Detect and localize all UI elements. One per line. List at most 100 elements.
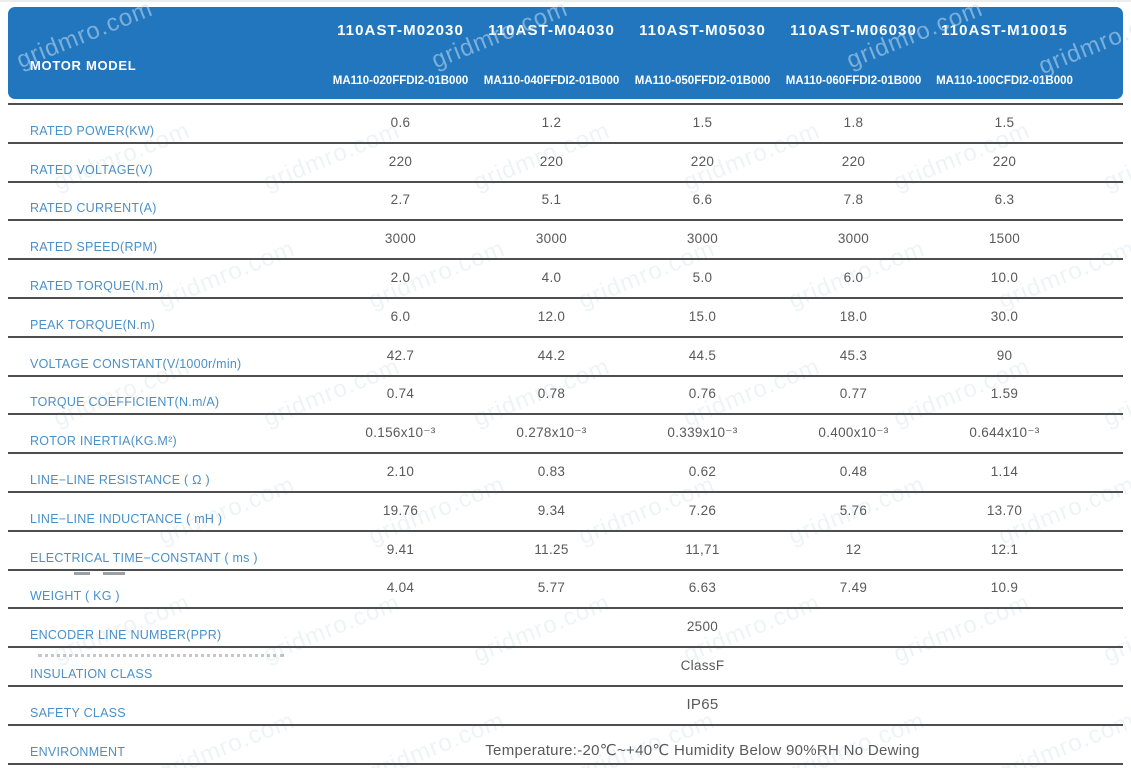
row-label: ENCODER LINE NUMBER(PPR) (30, 628, 222, 643)
spec-value-span: 2500 (686, 619, 719, 635)
spec-value: 4.0 (541, 270, 562, 286)
model-number: 110AST-M05030 (639, 22, 766, 39)
motor-model-label: MOTOR MODEL (30, 58, 137, 73)
row-label: PEAK TORQUE(N.m) (30, 317, 156, 332)
model-number: 110AST-M06030 (790, 22, 917, 39)
spec-row: ENVIRONMENT Temperature:-20℃~+40℃ Humidit… (8, 726, 1123, 765)
spec-value: 44.2 (537, 347, 566, 363)
spec-value: 5.1 (541, 192, 562, 208)
spec-row: LINE−LINE INDUCTANCE ( mH ) 19.76 9.34 7.26… (8, 493, 1123, 532)
spec-value: 18.0 (839, 308, 868, 324)
row-label: LINE−LINE INDUCTANCE ( mH ) (30, 511, 223, 526)
spec-row: LINE−LINE RESISTANCE ( Ω ) 2.10 0.83 0.62 0.… (8, 454, 1123, 493)
spec-value-span: IP65 (686, 695, 719, 713)
row-label: ELECTRICAL TIME−CONSTANT ( ms ) (30, 550, 258, 565)
row-label: RATED VOLTAGE(V) (30, 162, 153, 177)
spec-value: 15.0 (688, 308, 717, 324)
spec-value-span: ClassF (680, 658, 725, 674)
spec-value: 90 (996, 347, 1013, 363)
spec-row: RATED TORQUE(N.m) 2.0 4.0 5.0 6.0 10.0 (8, 260, 1123, 299)
row-label: ROTOR INERTIA(KG.M²) (30, 434, 177, 449)
part-number: MA110-100CFDI2-01B000 (936, 75, 1073, 87)
spec-row: ROTOR INERTIA(KG.M²) 0.156x10⁻³ 0.278x10⁻³… (8, 415, 1123, 455)
spec-value: 19.76 (382, 502, 419, 518)
motor-model-cell: MOTOR MODEL (8, 7, 325, 99)
spec-value: 1.14 (990, 464, 1019, 480)
spec-row: RATED VOLTAGE(V) 220 220 220 220 220 (8, 144, 1123, 183)
spec-value: 1.2 (541, 114, 562, 130)
row-label: RATED TORQUE(N.m) (30, 278, 164, 293)
spec-value: 44.5 (688, 347, 717, 363)
spec-value: 2.0 (390, 270, 411, 286)
spec-value: 220 (690, 153, 715, 169)
spec-value: 5.0 (692, 270, 713, 286)
spec-value: 1.5 (994, 114, 1015, 130)
spec-value: 12 (845, 541, 862, 557)
row-label: SAFETY CLASS (30, 705, 126, 720)
part-number: MA110-020FFDI2-01B000 (332, 75, 469, 87)
spec-row: ELECTRICAL TIME−CONSTANT ( ms ) 9.41 11.25… (8, 532, 1123, 571)
part-number: MA110-050FFDI2-01B000 (634, 75, 771, 87)
spec-value: 4.04 (386, 580, 415, 596)
spec-value: 3000 (535, 231, 568, 247)
row-label: ENVIRONMENT (30, 744, 126, 759)
spec-row: TORQUE COEFFICIENT(N.m/A) 0.74 0.78 0.76 0.7… (8, 377, 1123, 416)
spec-value: 1.5 (692, 114, 713, 130)
spec-value: 0.278x10⁻³ (516, 424, 587, 440)
spec-value: 1.8 (843, 114, 864, 130)
row-label: INSULATION CLASS (30, 666, 153, 681)
spec-value: 220 (388, 153, 413, 169)
spec-value: 3000 (384, 231, 417, 247)
erased-text-artifact (38, 654, 284, 657)
spec-row: RATED SPEED(RPM) 3000 3000 3000 3000 1500 (8, 221, 1123, 261)
part-number: MA110-060FFDI2-01B000 (785, 75, 922, 87)
spec-row: PEAK TORQUE(N.m) 6.0 12.0 15.0 18.0 30.0 (8, 299, 1123, 338)
spec-value: 10.9 (990, 580, 1019, 596)
spec-value: 0.77 (839, 386, 868, 402)
part-number: MA110-040FFDI2-01B000 (483, 75, 620, 87)
spec-value: 7.8 (843, 192, 864, 208)
spec-value: 0.156x10⁻³ (365, 424, 436, 440)
spec-value: 3000 (837, 231, 870, 247)
spec-row: RATED CURRENT(A) 2.7 5.1 6.6 7.8 6.3 (8, 183, 1123, 222)
erased-text-artifact (74, 572, 90, 575)
spec-value: 220 (539, 153, 564, 169)
spec-value: 9.34 (537, 502, 566, 518)
spec-value: 6.6 (692, 192, 713, 208)
spec-value: 5.76 (839, 502, 868, 518)
spec-value: 6.0 (390, 308, 411, 324)
erased-text-artifact (103, 572, 125, 575)
spec-value: 6.0 (843, 270, 864, 286)
spec-value: 6.63 (688, 580, 717, 596)
spec-value: 6.3 (994, 192, 1015, 208)
spec-row: VOLTAGE CONSTANT(V/1000r/min) 42.7 44.2 44.… (8, 338, 1123, 377)
spec-value: 42.7 (386, 347, 415, 363)
spec-value: 3000 (686, 231, 719, 247)
spec-value: 30.0 (990, 308, 1019, 324)
spec-value: 5.77 (537, 580, 566, 596)
spec-value: 11.25 (534, 541, 569, 557)
header-column-3: 110AST-M05030 MA110-050FFDI2-01B000 (627, 7, 778, 99)
spec-row: INSULATION CLASS ClassF (8, 648, 1123, 687)
model-number: 110AST-M04030 (488, 22, 615, 39)
spec-value: 0.62 (688, 464, 717, 480)
spec-value: 2.10 (386, 464, 415, 480)
row-label: RATED POWER(KW) (30, 123, 155, 138)
spec-row: SAFETY CLASS IP65 (8, 687, 1123, 726)
spec-row: WEIGHT ( KG ) 4.04 5.77 6.63 7.49 10.9 (8, 571, 1123, 610)
model-number: 110AST-M10015 (941, 22, 1068, 39)
spec-value: 45.3 (839, 347, 868, 363)
row-label: LINE−LINE RESISTANCE ( Ω ) (30, 472, 210, 487)
header-column-1: 110AST-M02030 MA110-020FFDI2-01B000 (325, 7, 476, 99)
spec-row: RATED POWER(KW) 0.6 1.2 1.5 1.8 1.5 (8, 105, 1123, 144)
spec-value: 220 (841, 153, 866, 169)
spec-value: 0.339x10⁻³ (667, 424, 738, 440)
header-column-5: 110AST-M10015 MA110-100CFDI2-01B000 (929, 7, 1080, 99)
row-label: TORQUE COEFFICIENT(N.m/A) (30, 395, 220, 410)
spec-row: ENCODER LINE NUMBER(PPR) 2500 (8, 609, 1123, 649)
spec-value: 1.59 (990, 386, 1019, 402)
header-column-2: 110AST-M04030 MA110-040FFDI2-01B000 (476, 7, 627, 99)
spec-value: 0.83 (537, 464, 566, 480)
spec-value: 7.26 (688, 502, 717, 518)
